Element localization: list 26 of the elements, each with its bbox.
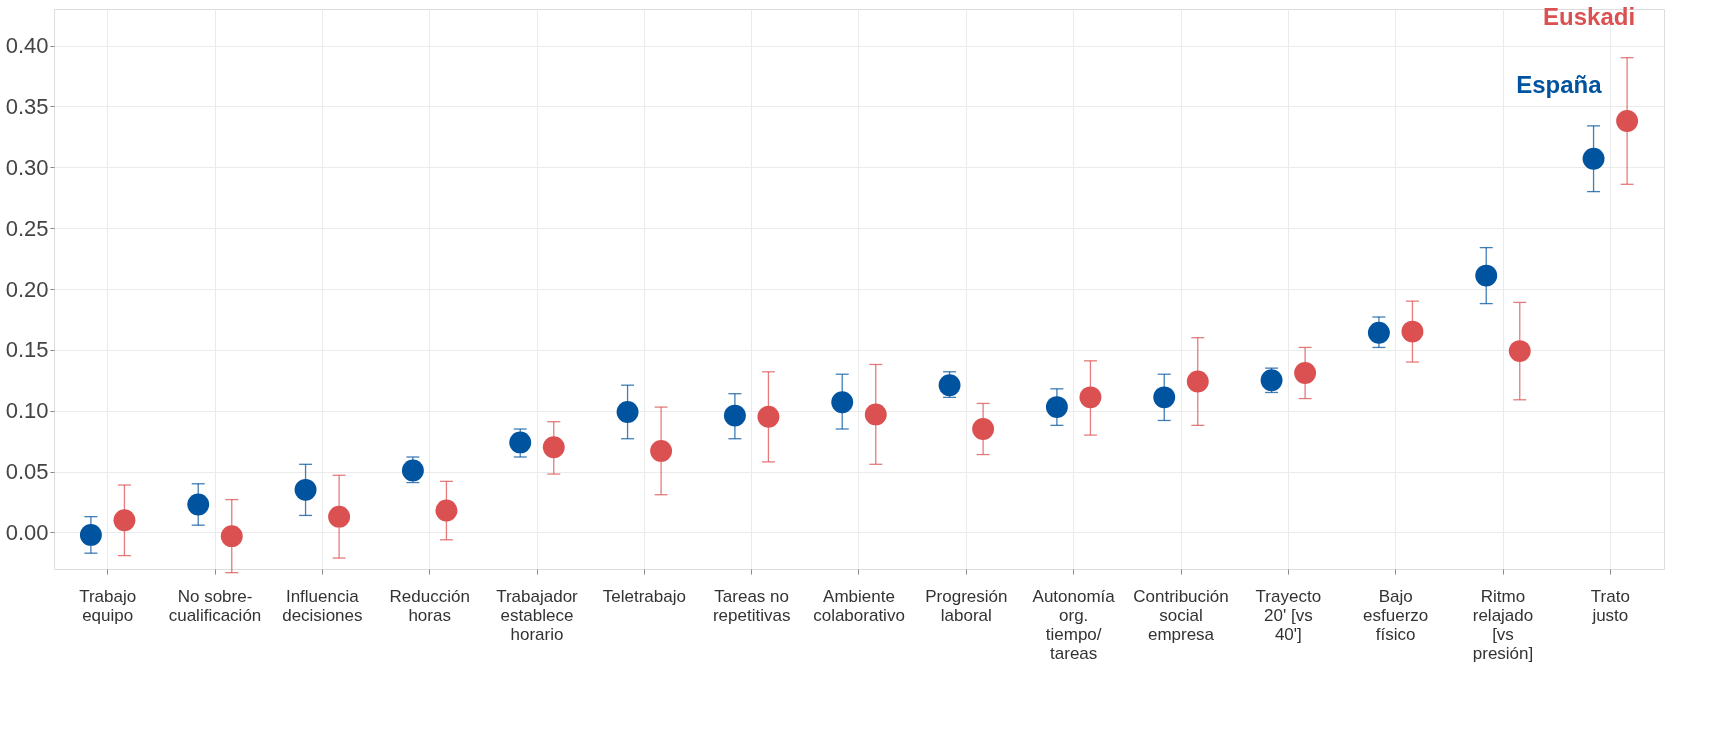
x-tick-label: Trabajador establece horario xyxy=(496,586,579,644)
x-tick-label: Trabajo equipo xyxy=(79,586,137,625)
x-tick-label: Teletrabajo xyxy=(602,586,686,606)
y-tick-label: 0.40 xyxy=(5,33,49,59)
text: España xyxy=(1516,70,1603,98)
x-tick-label: Autonomía org. tiempo/ tareas xyxy=(1032,586,1116,663)
x-tick-label: Progresión laboral xyxy=(925,586,1008,625)
text: Euskadi xyxy=(1543,2,1636,30)
x-tick-label: No sobre- cualificación xyxy=(168,586,262,625)
x-tick-label: Trato justo xyxy=(1590,586,1630,625)
x-tick-label: Trayecto 20' [vs 40'] xyxy=(1255,586,1322,644)
x-tick-label: Contribución social empresa xyxy=(1133,586,1229,644)
y-tick-label: 0.15 xyxy=(5,337,49,363)
x-tick-label: Reducción horas xyxy=(389,586,470,625)
y-tick-label: 0.30 xyxy=(5,154,49,180)
y-tick-label: 0.00 xyxy=(5,519,49,545)
x-tick-label: Bajo esfuerzo físico xyxy=(1363,586,1429,644)
x-tick-label: Ambiente colaborativo xyxy=(813,586,905,625)
y-tick-label: 0.10 xyxy=(5,398,49,424)
y-tick-label: 0.25 xyxy=(5,215,49,241)
y-tick-label: 0.35 xyxy=(5,93,49,119)
y-tick-label: 0.20 xyxy=(5,276,49,302)
x-tick-label: Ritmo relajado [vs presión] xyxy=(1472,586,1534,663)
x-tick-label: Tareas no repetitivas xyxy=(712,586,791,625)
y-tick-label: 0.05 xyxy=(5,459,49,485)
x-tick-label: Influencia decisiones xyxy=(282,586,363,625)
